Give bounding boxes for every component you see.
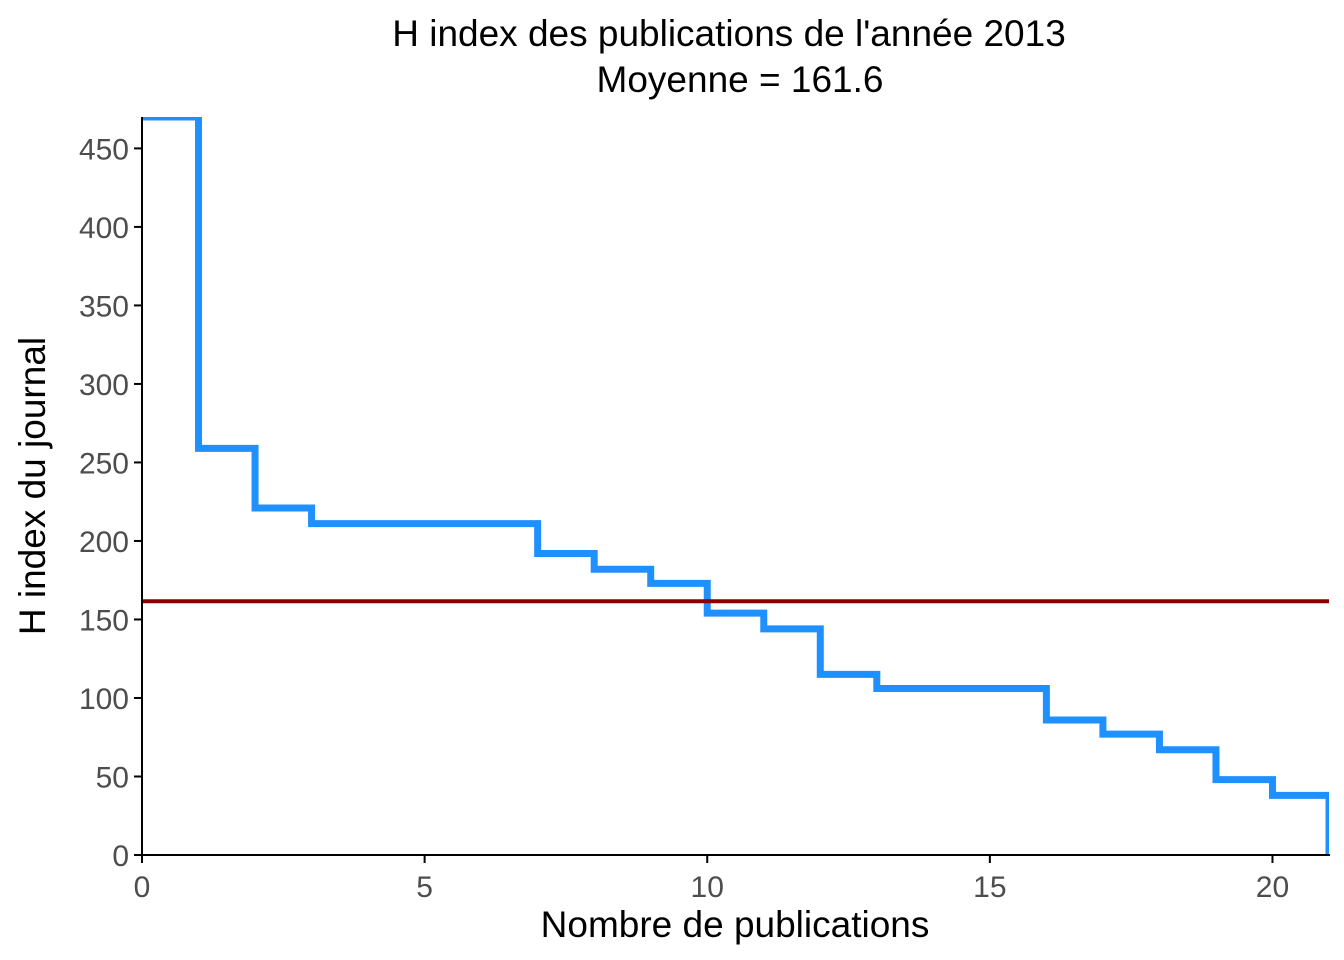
y-tick-label: 200: [79, 526, 129, 559]
x-tick-label: 20: [1256, 871, 1289, 904]
x-axis-title: Nombre de publications: [541, 904, 930, 945]
y-axis-title: H index du journal: [12, 337, 53, 635]
y-tick-label: 350: [79, 290, 129, 323]
y-tick-label: 250: [79, 447, 129, 480]
plot-area: [142, 117, 1329, 855]
chart-subtitle: Moyenne = 161.6: [597, 59, 884, 100]
y-tick-label: 450: [79, 133, 129, 166]
x-axis-ticks: 0 5 10 15 20: [134, 855, 1289, 904]
x-tick-label: 15: [973, 871, 1006, 904]
x-tick-label: 10: [691, 871, 724, 904]
y-tick-label: 400: [79, 212, 129, 245]
y-tick-label: 150: [79, 604, 129, 637]
series-step-line: [142, 117, 1329, 855]
y-tick-label: 50: [96, 761, 129, 794]
y-tick-label: 100: [79, 683, 129, 716]
y-axis-ticks: 0 50 100 150 200 250 300 350 400 450: [79, 133, 142, 873]
chart-title: H index des publications de l'année 2013: [392, 13, 1066, 54]
x-tick-label: 0: [134, 871, 151, 904]
y-tick-label: 0: [112, 840, 129, 873]
y-tick-label: 300: [79, 369, 129, 402]
x-tick-label: 5: [416, 871, 433, 904]
